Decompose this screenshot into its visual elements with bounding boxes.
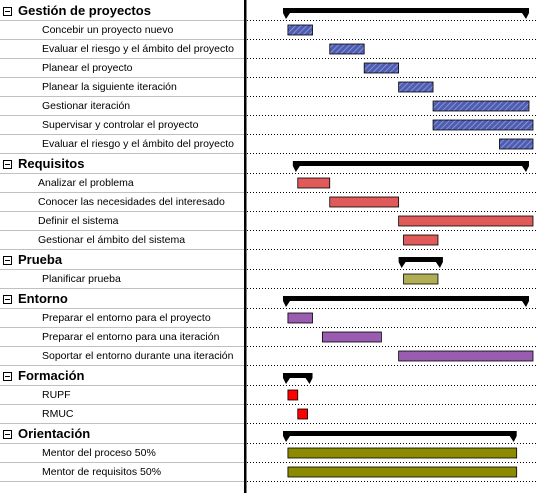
- collapse-toggle-icon[interactable]: [3, 371, 12, 381]
- task-label: Conocer las necesidades del interesado: [38, 196, 225, 208]
- task-bar[interactable]: [287, 24, 313, 36]
- collapse-toggle-icon[interactable]: [3, 159, 12, 169]
- task-bar[interactable]: [398, 215, 534, 227]
- collapse-toggle-icon[interactable]: [3, 255, 12, 265]
- task-row[interactable]: Evaluar el riesgo y el ámbito del proyec…: [0, 135, 244, 154]
- task-label: Mentor del proceso 50%: [42, 447, 156, 459]
- task-label: Preparar el entorno para el proyecto: [42, 312, 211, 324]
- task-label: Mentor de requisitos 50%: [42, 466, 162, 478]
- task-bar[interactable]: [287, 389, 299, 401]
- task-label: Evaluar el riesgo y el ámbito del proyec…: [42, 43, 235, 55]
- task-label: Soportar el entorno durante una iteració…: [42, 350, 234, 362]
- task-label: Definir el sistema: [38, 215, 119, 227]
- collapse-toggle-icon[interactable]: [3, 294, 12, 304]
- task-row[interactable]: Preparar el entorno para el proyecto: [0, 309, 244, 328]
- task-row[interactable]: Concebir un proyecto nuevo: [0, 21, 244, 40]
- task-bar[interactable]: [432, 119, 534, 131]
- task-label: Planear el proyecto: [42, 62, 133, 74]
- summary-bar[interactable]: [292, 161, 529, 172]
- group-row[interactable]: Orientación: [0, 424, 244, 444]
- task-bar[interactable]: [287, 312, 313, 324]
- task-row[interactable]: Preparar el entorno para una iteración: [0, 328, 244, 347]
- task-label: RUPF: [42, 389, 71, 401]
- task-row[interactable]: Evaluar el riesgo y el ámbito del proyec…: [0, 40, 244, 59]
- task-row[interactable]: Conocer las necesidades del interesado: [0, 193, 244, 212]
- task-bar[interactable]: [499, 138, 534, 150]
- task-label: RMUC: [42, 408, 74, 420]
- task-row[interactable]: RUPF: [0, 386, 244, 405]
- task-bar[interactable]: [398, 350, 534, 362]
- task-bar[interactable]: [287, 466, 518, 478]
- task-list: Gestión de proyectos Concebir un proyecto…: [0, 0, 244, 493]
- task-bar[interactable]: [321, 331, 382, 343]
- task-row[interactable]: Planificar prueba: [0, 270, 244, 289]
- task-bar[interactable]: [403, 234, 439, 246]
- task-row[interactable]: Planear el proyecto: [0, 59, 244, 78]
- task-label: Planificar prueba: [42, 273, 121, 285]
- task-row[interactable]: Soportar el entorno durante una iteració…: [0, 347, 244, 366]
- task-label: Evaluar el riesgo y el ámbito del proyec…: [42, 138, 235, 150]
- task-bar[interactable]: [329, 43, 365, 55]
- task-label: Gestionar el ámbito del sistema: [38, 234, 186, 246]
- group-row[interactable]: Formación: [0, 366, 244, 386]
- group-label: Gestión de proyectos: [18, 3, 151, 18]
- group-label: Orientación: [18, 426, 91, 441]
- task-row[interactable]: Mentor del proceso 50%: [0, 444, 244, 463]
- summary-bar[interactable]: [398, 257, 443, 268]
- task-row[interactable]: RMUC: [0, 405, 244, 424]
- task-label: Preparar el entorno para una iteración: [42, 331, 220, 343]
- task-row[interactable]: Definir el sistema: [0, 212, 244, 231]
- group-label: Prueba: [18, 252, 63, 267]
- task-label: Concebir un proyecto nuevo: [42, 24, 174, 36]
- task-row[interactable]: Planear la siguiente iteración: [0, 78, 244, 97]
- task-bar[interactable]: [297, 177, 331, 189]
- task-row[interactable]: Supervisar y controlar el proyecto: [0, 116, 244, 135]
- collapse-toggle-icon[interactable]: [3, 429, 12, 439]
- summary-bar[interactable]: [283, 8, 529, 19]
- group-row[interactable]: Gestión de proyectos: [0, 1, 244, 21]
- collapse-toggle-icon[interactable]: [3, 6, 12, 16]
- task-bar[interactable]: [297, 408, 308, 420]
- task-row[interactable]: Mentor de requisitos 50%: [0, 463, 244, 482]
- task-label: Gestionar iteración: [42, 100, 131, 112]
- group-label: Requisitos: [18, 156, 85, 171]
- task-bar[interactable]: [329, 196, 400, 208]
- group-label: Formación: [18, 368, 85, 383]
- pane-splitter[interactable]: [244, 0, 247, 493]
- task-bar[interactable]: [363, 62, 400, 74]
- gantt-chart: [247, 8, 536, 482]
- group-row[interactable]: Prueba: [0, 250, 244, 270]
- task-row[interactable]: Analizar el problema: [0, 174, 244, 193]
- summary-bar[interactable]: [283, 296, 529, 307]
- summary-bar[interactable]: [283, 373, 313, 384]
- task-bar[interactable]: [403, 273, 439, 285]
- group-row[interactable]: Entorno: [0, 289, 244, 309]
- task-row[interactable]: Gestionar iteración: [0, 97, 244, 116]
- task-bar[interactable]: [287, 447, 518, 459]
- task-label: Analizar el problema: [38, 177, 134, 189]
- task-bar[interactable]: [432, 100, 530, 112]
- group-label: Entorno: [18, 291, 68, 306]
- group-row[interactable]: Requisitos: [0, 154, 244, 174]
- task-label: Supervisar y controlar el proyecto: [42, 119, 199, 131]
- task-bar[interactable]: [398, 81, 434, 93]
- task-row[interactable]: Gestionar el ámbito del sistema: [0, 231, 244, 250]
- summary-bar[interactable]: [283, 431, 517, 442]
- task-label: Planear la siguiente iteración: [42, 81, 177, 93]
